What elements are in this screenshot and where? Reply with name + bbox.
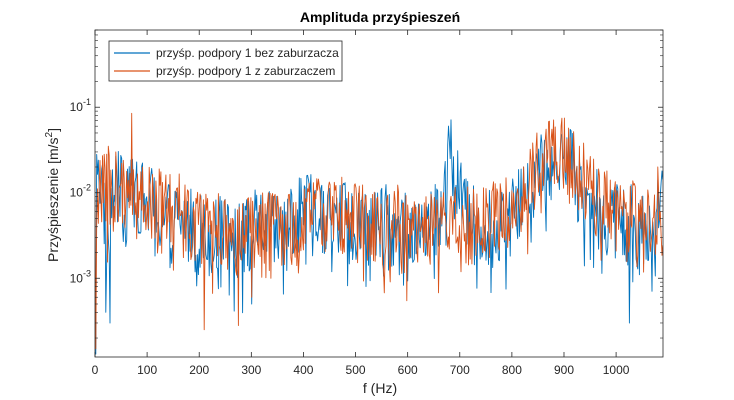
y-tick-label-exp: -3 (83, 268, 91, 278)
y-axis-label-sup: 2 (44, 131, 55, 137)
y-axis-label: Przyśpieszenie [m/s2] (44, 128, 61, 262)
y-axis-label-main: Przyśpieszenie [m/s (45, 137, 61, 261)
y-tick-label-base: 10 (70, 186, 84, 200)
chart-title: Amplituda przyśpieszeń (300, 9, 460, 25)
x-tick-label: 500 (346, 363, 366, 377)
x-tick-label: 800 (502, 363, 522, 377)
series-line-z-zaburzaczem (95, 112, 663, 350)
y-tick-label: 10-1 (70, 97, 91, 114)
y-axis-label-close: ] (45, 128, 61, 132)
legend-entry-bez-zaburzacza: przyśp. podpory 1 bez zaburzacza (156, 46, 339, 60)
legend-box (108, 40, 343, 82)
x-tick-label: 0 (92, 363, 99, 377)
x-tick-label: 600 (398, 363, 418, 377)
x-tick-label: 200 (189, 363, 209, 377)
y-tick-label-exp: -2 (83, 183, 91, 193)
x-tick-label: 100 (137, 363, 157, 377)
y-tick-label: 10-2 (70, 183, 91, 200)
ticks-layer: 0 100 200 300 400 500 600 700 800 900 100010-110-2… (70, 29, 663, 377)
x-tick-label: 700 (450, 363, 470, 377)
y-tick-label-base: 10 (70, 271, 84, 285)
legend: przyśp. podpory 1 bez zaburzacza przyśp.… (108, 40, 343, 82)
x-axis-label: f (Hz) (363, 380, 397, 396)
x-tick-label: 400 (293, 363, 313, 377)
legend-entry-z-zaburzaczem: przyśp. podpory 1 z zaburzaczem (156, 64, 335, 78)
y-tick-label: 10-3 (70, 268, 91, 285)
y-tick-label-exp: -1 (83, 97, 91, 107)
plot-area (95, 30, 663, 357)
series-layer (95, 112, 663, 355)
plot-frame (94, 29, 664, 358)
y-tick-label-base: 10 (70, 100, 84, 114)
x-tick-label: 900 (554, 363, 574, 377)
x-tick-label: 300 (241, 363, 261, 377)
x-tick-label: 1000 (603, 363, 630, 377)
